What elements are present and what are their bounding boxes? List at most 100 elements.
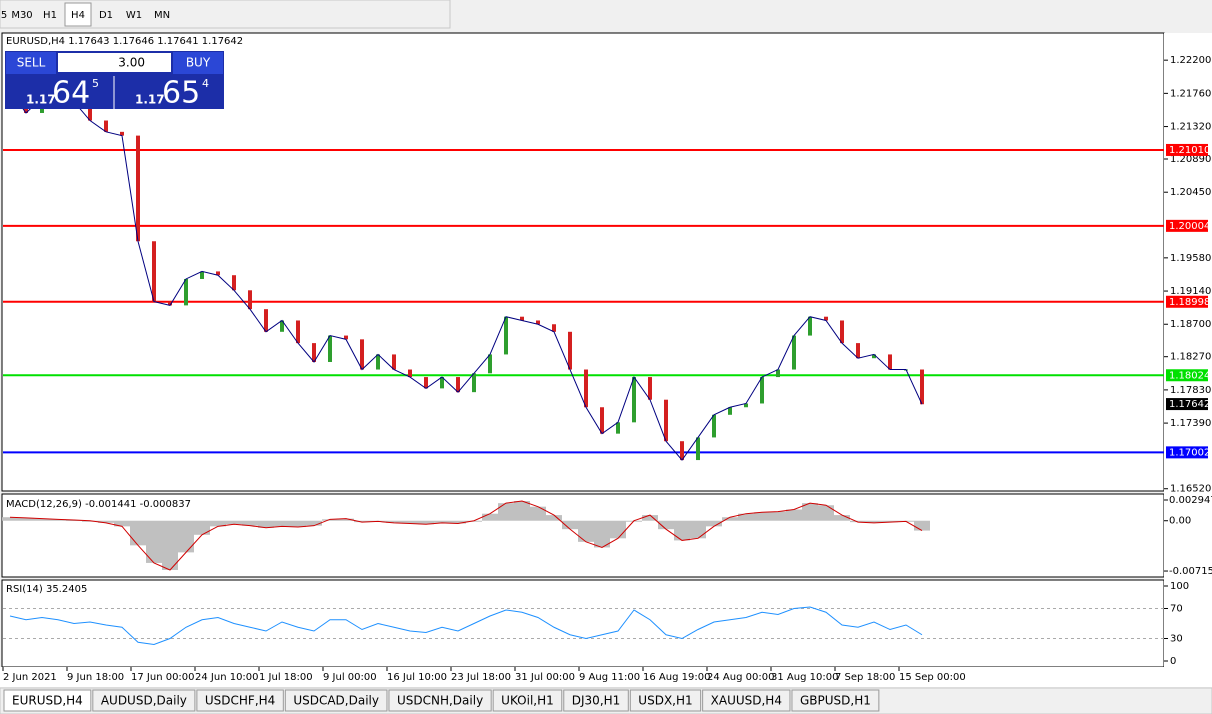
date-label: 2 Jun 2021: [3, 672, 57, 683]
macd-bar: [162, 520, 178, 570]
tab[interactable]: [92, 689, 196, 712]
buy-button[interactable]: [173, 52, 223, 74]
timeframe-button[interactable]: D1: [99, 10, 113, 21]
tab-label: DJ30,H1: [572, 694, 621, 708]
timeframe-button[interactable]: 5: [1, 10, 7, 21]
macd-bar: [642, 515, 658, 521]
current-price-bg: [1166, 398, 1208, 411]
price-bar: [488, 354, 492, 374]
price-bar: [600, 407, 604, 434]
price-bar: [440, 377, 444, 389]
tab-label: UKOil,H1: [501, 694, 554, 708]
price-bar: [392, 354, 396, 370]
tab[interactable]: [492, 689, 563, 712]
price-bar: [856, 343, 860, 359]
rsi-tick-label: 30: [1170, 634, 1183, 645]
macd-bar: [114, 520, 130, 527]
price-bar: [456, 377, 460, 393]
timeframe-button[interactable]: H1: [43, 10, 57, 21]
price-tick-label: 1.22200: [1170, 55, 1211, 66]
rsi-label: RSI(14) 35.2405: [6, 584, 87, 595]
macd-bar: [690, 520, 706, 539]
macd-tick-label: 0.00: [1169, 516, 1191, 527]
buy-text: BUY: [186, 56, 211, 70]
price-bar: [584, 369, 588, 408]
price-tick-label: 1.18270: [1170, 352, 1211, 363]
tab-label: XAUUSD,H4: [711, 694, 782, 708]
macd-bar: [146, 520, 162, 563]
price-bar: [408, 369, 412, 378]
price-bar: [264, 309, 268, 332]
tab[interactable]: [284, 689, 388, 712]
level-label-bg: [1166, 219, 1208, 232]
price-tick-label: 1.17390: [1170, 418, 1211, 429]
macd-bar: [434, 520, 450, 523]
price-bar: [744, 403, 748, 408]
macd-bar: [514, 501, 530, 521]
price-bar: [88, 101, 92, 121]
macd-bar: [274, 520, 290, 527]
tab-label: USDX,H1: [638, 694, 692, 708]
date-label: 16 Jul 10:00: [387, 672, 447, 683]
date-label: 9 Jul 00:00: [323, 672, 377, 683]
level-label-bg: [1166, 446, 1208, 459]
date-label: 31 Jul 00:00: [515, 672, 575, 683]
tab[interactable]: [563, 689, 629, 712]
timeframe-button[interactable]: H4: [71, 10, 85, 21]
tab[interactable]: [196, 689, 284, 712]
macd-bar: [210, 520, 226, 527]
price-bar: [136, 135, 140, 242]
price-bar: [296, 320, 300, 344]
date-label: 23 Jul 18:00: [451, 672, 511, 683]
price-tick-label: 1.19140: [1170, 286, 1211, 297]
macd-bar: [50, 519, 66, 521]
price-tick-label: 1.20890: [1170, 154, 1211, 165]
price-bar: [248, 290, 252, 310]
price-bar: [424, 377, 428, 389]
macd-bar: [338, 518, 354, 521]
price-tick-label: 1.20450: [1170, 187, 1211, 198]
date-label: 9 Aug 11:00: [579, 672, 640, 683]
price-bar: [280, 320, 284, 332]
level-label: 1.17002: [1169, 447, 1210, 458]
timeframe-button[interactable]: M30: [11, 10, 32, 21]
price-bar: [728, 407, 732, 415]
price-bar: [152, 241, 156, 302]
macd-bar: [866, 520, 882, 523]
tab-active[interactable]: [3, 689, 92, 712]
price-bar: [696, 437, 700, 461]
macd-bar: [770, 511, 786, 521]
price-bar: [536, 320, 540, 325]
price-bar: [808, 316, 812, 336]
price-bar: [472, 373, 476, 393]
price-bar: [840, 320, 844, 344]
level-label-bg: [1166, 295, 1208, 308]
volume-input[interactable]: [58, 53, 171, 72]
macd-bar: [738, 513, 754, 521]
tab[interactable]: [629, 689, 702, 712]
price-bar: [680, 441, 684, 461]
tab[interactable]: [791, 689, 880, 712]
macd-bar: [178, 520, 194, 553]
tab[interactable]: [388, 689, 492, 712]
timeframe-active[interactable]: [64, 2, 92, 27]
tab[interactable]: [702, 689, 791, 712]
timeframe-button[interactable]: W1: [126, 10, 142, 21]
ask-main: 65: [162, 76, 200, 111]
macd-bar: [2, 517, 18, 521]
timeframe-button[interactable]: MN: [154, 10, 170, 21]
date-label: 16 Aug 19:00: [643, 672, 710, 683]
macd-bar: [594, 520, 610, 548]
price-bar: [376, 354, 380, 370]
macd-bar: [722, 517, 738, 521]
price-bar: [344, 335, 348, 340]
level-label: 1.18998: [1169, 297, 1210, 308]
macd-bar: [306, 520, 322, 526]
sell-button[interactable]: [6, 52, 56, 74]
level-label: 1.18024: [1169, 370, 1210, 381]
macd-bar: [610, 520, 626, 539]
macd-bar: [290, 520, 306, 528]
price-bar: [664, 399, 668, 442]
price-bar: [888, 354, 892, 370]
